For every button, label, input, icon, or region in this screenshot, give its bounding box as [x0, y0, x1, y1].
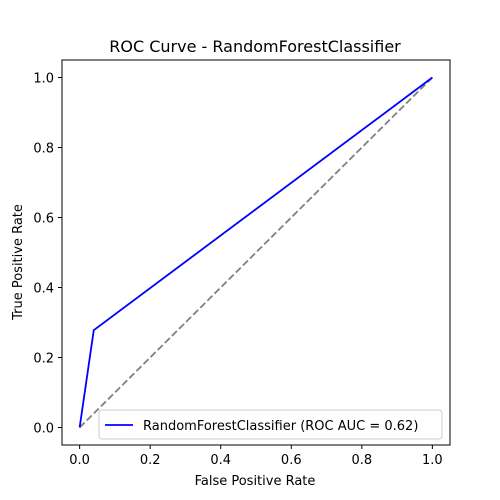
- roc-curve-line: [78, 76, 433, 428]
- plot-frame: [61, 59, 451, 446]
- y-tick-label: 0.6: [33, 212, 54, 227]
- series-layer: [78, 76, 433, 429]
- y-tick-label: 0.0: [33, 422, 54, 437]
- x-axis-ticks: 0.0 0.2 0.4 0.6 0.8 1.0: [69, 445, 443, 468]
- y-tick-label: 1.0: [33, 72, 54, 87]
- legend-entry-label: RandomForestClassifier (ROC AUC = 0.62): [143, 419, 418, 434]
- x-tick-label: 1.0: [422, 453, 443, 468]
- x-tick-label: 0.8: [351, 453, 372, 468]
- plot-area: [61, 59, 451, 446]
- x-tick-label: 0.6: [281, 453, 302, 468]
- x-axis-label: False Positive Rate: [195, 474, 316, 489]
- y-axis-label: True Positive Rate: [11, 204, 26, 321]
- y-axis-ticks: 0.0 0.2 0.4 0.6 0.8 1.0: [33, 72, 62, 437]
- x-tick-label: 0.2: [140, 453, 161, 468]
- y-tick-label: 0.4: [33, 282, 54, 297]
- x-tick-label: 0.0: [69, 453, 90, 468]
- x-tick-label: 0.4: [210, 453, 231, 468]
- chance-diagonal-line: [79, 76, 433, 429]
- y-tick-label: 0.8: [33, 142, 54, 157]
- legend: RandomForestClassifier (ROC AUC = 0.62): [98, 409, 443, 440]
- legend-box: [98, 409, 443, 440]
- chart-title: ROC Curve - RandomForestClassifier: [109, 37, 401, 56]
- y-tick-label: 0.2: [33, 352, 54, 367]
